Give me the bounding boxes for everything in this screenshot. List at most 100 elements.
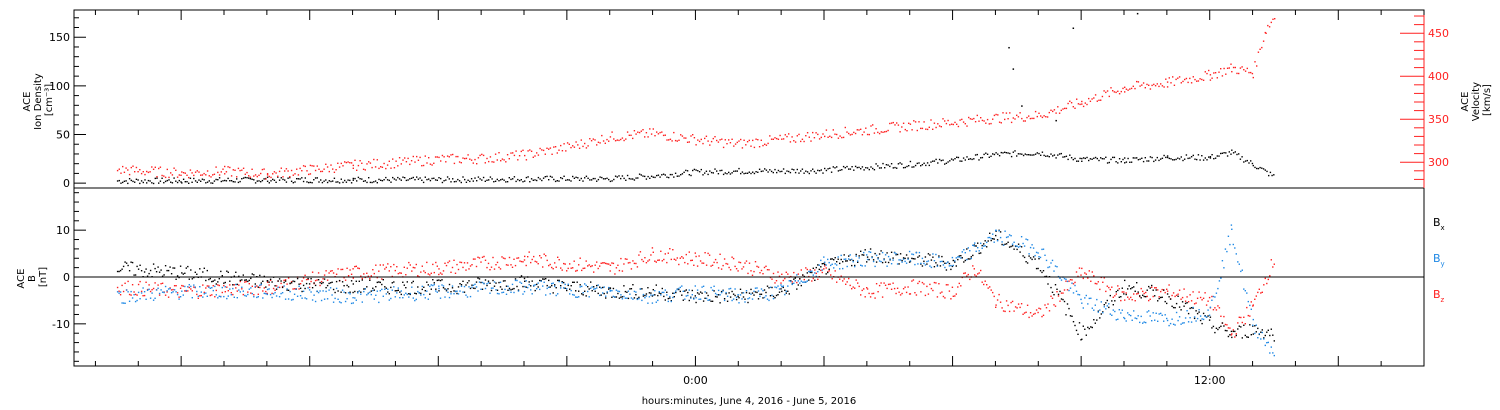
bz-point [1164, 291, 1166, 294]
bx-point [989, 232, 991, 234]
velocity-point [1163, 86, 1165, 88]
bx-point [695, 301, 697, 304]
bz-point [484, 259, 487, 261]
by-point [1005, 236, 1008, 239]
by-point [1267, 341, 1269, 344]
by-point [717, 289, 720, 292]
density-point [947, 161, 949, 163]
by-point [933, 260, 936, 262]
velocity-point [1199, 78, 1201, 80]
bx-point [388, 293, 390, 295]
by-point [901, 261, 903, 263]
density-point [412, 176, 414, 179]
bz-point [694, 252, 696, 254]
bx-point [1272, 334, 1274, 336]
bx-point [723, 298, 726, 300]
velocity-point [1151, 84, 1153, 87]
bz-point [907, 286, 909, 288]
bx-point [412, 280, 414, 283]
density-point [249, 178, 252, 180]
density-point [748, 171, 750, 173]
velocity-point [738, 140, 740, 142]
density-point [321, 181, 324, 184]
density-point [452, 178, 454, 180]
bz-point [459, 261, 461, 263]
density-point [123, 180, 126, 182]
bz-point [1019, 306, 1021, 309]
bz-point [673, 258, 675, 260]
by-point [782, 285, 784, 287]
by-point [923, 262, 925, 265]
by-point [594, 288, 596, 290]
by-point [546, 287, 548, 290]
bx-point [259, 274, 261, 277]
by-point [328, 289, 330, 291]
bx-point [852, 259, 854, 262]
bz-point [759, 272, 761, 274]
density-point [333, 177, 336, 179]
by-point [441, 284, 443, 286]
bx-point [1186, 302, 1188, 304]
density-point [616, 176, 618, 178]
bx-point [358, 280, 360, 282]
bx-point [1109, 294, 1111, 297]
bz-point [579, 257, 581, 259]
density-point [635, 177, 637, 179]
bz-point [471, 264, 473, 266]
bx-point [546, 284, 548, 287]
bx-point [555, 287, 557, 289]
velocity-point [990, 122, 992, 125]
density-point [1053, 154, 1056, 156]
by-point [370, 293, 372, 296]
density-point [508, 177, 510, 179]
bz-point [1240, 316, 1242, 319]
density-point [666, 176, 668, 178]
density-point [244, 176, 246, 179]
density-point [906, 165, 908, 168]
by-point [357, 292, 359, 294]
bx-point [945, 269, 948, 271]
density-point [347, 179, 349, 181]
by-point [489, 292, 491, 294]
density-point [477, 176, 480, 178]
density-point [421, 179, 423, 181]
by-point [1154, 319, 1156, 321]
bz-point [160, 283, 162, 285]
density-point [945, 162, 948, 164]
bz-point [999, 301, 1002, 303]
velocity-point [594, 139, 596, 141]
velocity-point [849, 134, 852, 136]
by-point [892, 259, 894, 261]
bz-point [840, 275, 842, 277]
bz-point [1080, 274, 1082, 276]
density-point [225, 180, 228, 182]
velocity-point [575, 141, 577, 143]
velocity-point [836, 133, 838, 136]
velocity-point [805, 135, 807, 137]
by-point [808, 270, 810, 273]
velocity-point [1033, 117, 1035, 120]
bx-point [343, 285, 345, 287]
by-point [1094, 304, 1096, 306]
bz-point [672, 249, 674, 251]
density-point [184, 181, 186, 183]
density-point [890, 163, 893, 165]
bz-point [323, 274, 326, 276]
bz-point [124, 282, 126, 284]
bx-point [872, 259, 875, 261]
by-point [1187, 321, 1190, 323]
bx-point [1016, 248, 1018, 251]
velocity-point [164, 176, 167, 179]
by-point [1082, 307, 1084, 309]
bx-point [842, 261, 844, 263]
bx-point [688, 299, 690, 302]
density-point [128, 178, 131, 180]
by-point [999, 236, 1002, 239]
bx-point [1121, 287, 1123, 289]
bx-point [651, 295, 654, 297]
by-point [803, 281, 805, 283]
density-outlier-point [1012, 68, 1015, 70]
density-point [781, 170, 783, 173]
density-point [268, 182, 270, 184]
bx-point [372, 287, 374, 289]
